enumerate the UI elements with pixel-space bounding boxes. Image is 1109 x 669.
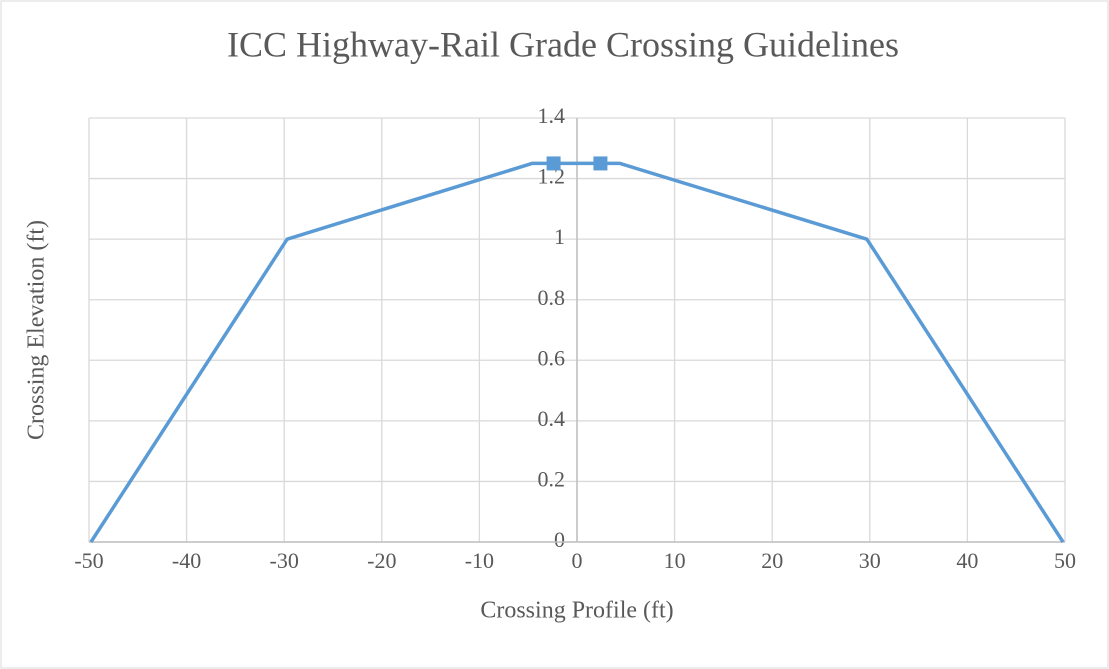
x-tick-label: 30 — [859, 548, 881, 573]
x-tick-label: 0 — [572, 548, 583, 573]
series-marker — [546, 156, 561, 171]
chart-title: ICC Highway-Rail Grade Crossing Guidelin… — [227, 24, 899, 64]
y-tick-label: 0 — [554, 527, 565, 552]
y-axis-label: Crossing Elevation (ft) — [24, 220, 50, 440]
x-tick-label: -50 — [74, 548, 103, 573]
x-tick-label: 20 — [761, 548, 783, 573]
y-tick-label: 0.4 — [538, 406, 566, 431]
x-tick-label: -10 — [465, 548, 494, 573]
x-tick-label: -20 — [367, 548, 396, 573]
y-tick-label: 0.6 — [538, 345, 566, 370]
series-line — [89, 161, 1065, 543]
y-tick-label: 1.4 — [538, 103, 566, 128]
x-tick-label: 50 — [1054, 548, 1076, 573]
series-marker — [593, 156, 608, 171]
y-tick-label: 0.2 — [538, 466, 566, 491]
x-tick-label: 10 — [664, 548, 686, 573]
y-tick-label: 1 — [554, 224, 565, 249]
x-tick-label: -40 — [172, 548, 201, 573]
x-tick-label: 40 — [956, 548, 978, 573]
x-axis-label: Crossing Profile (ft) — [480, 598, 673, 624]
x-tick-label: -30 — [270, 548, 299, 573]
y-tick-label: 0.8 — [538, 285, 566, 310]
